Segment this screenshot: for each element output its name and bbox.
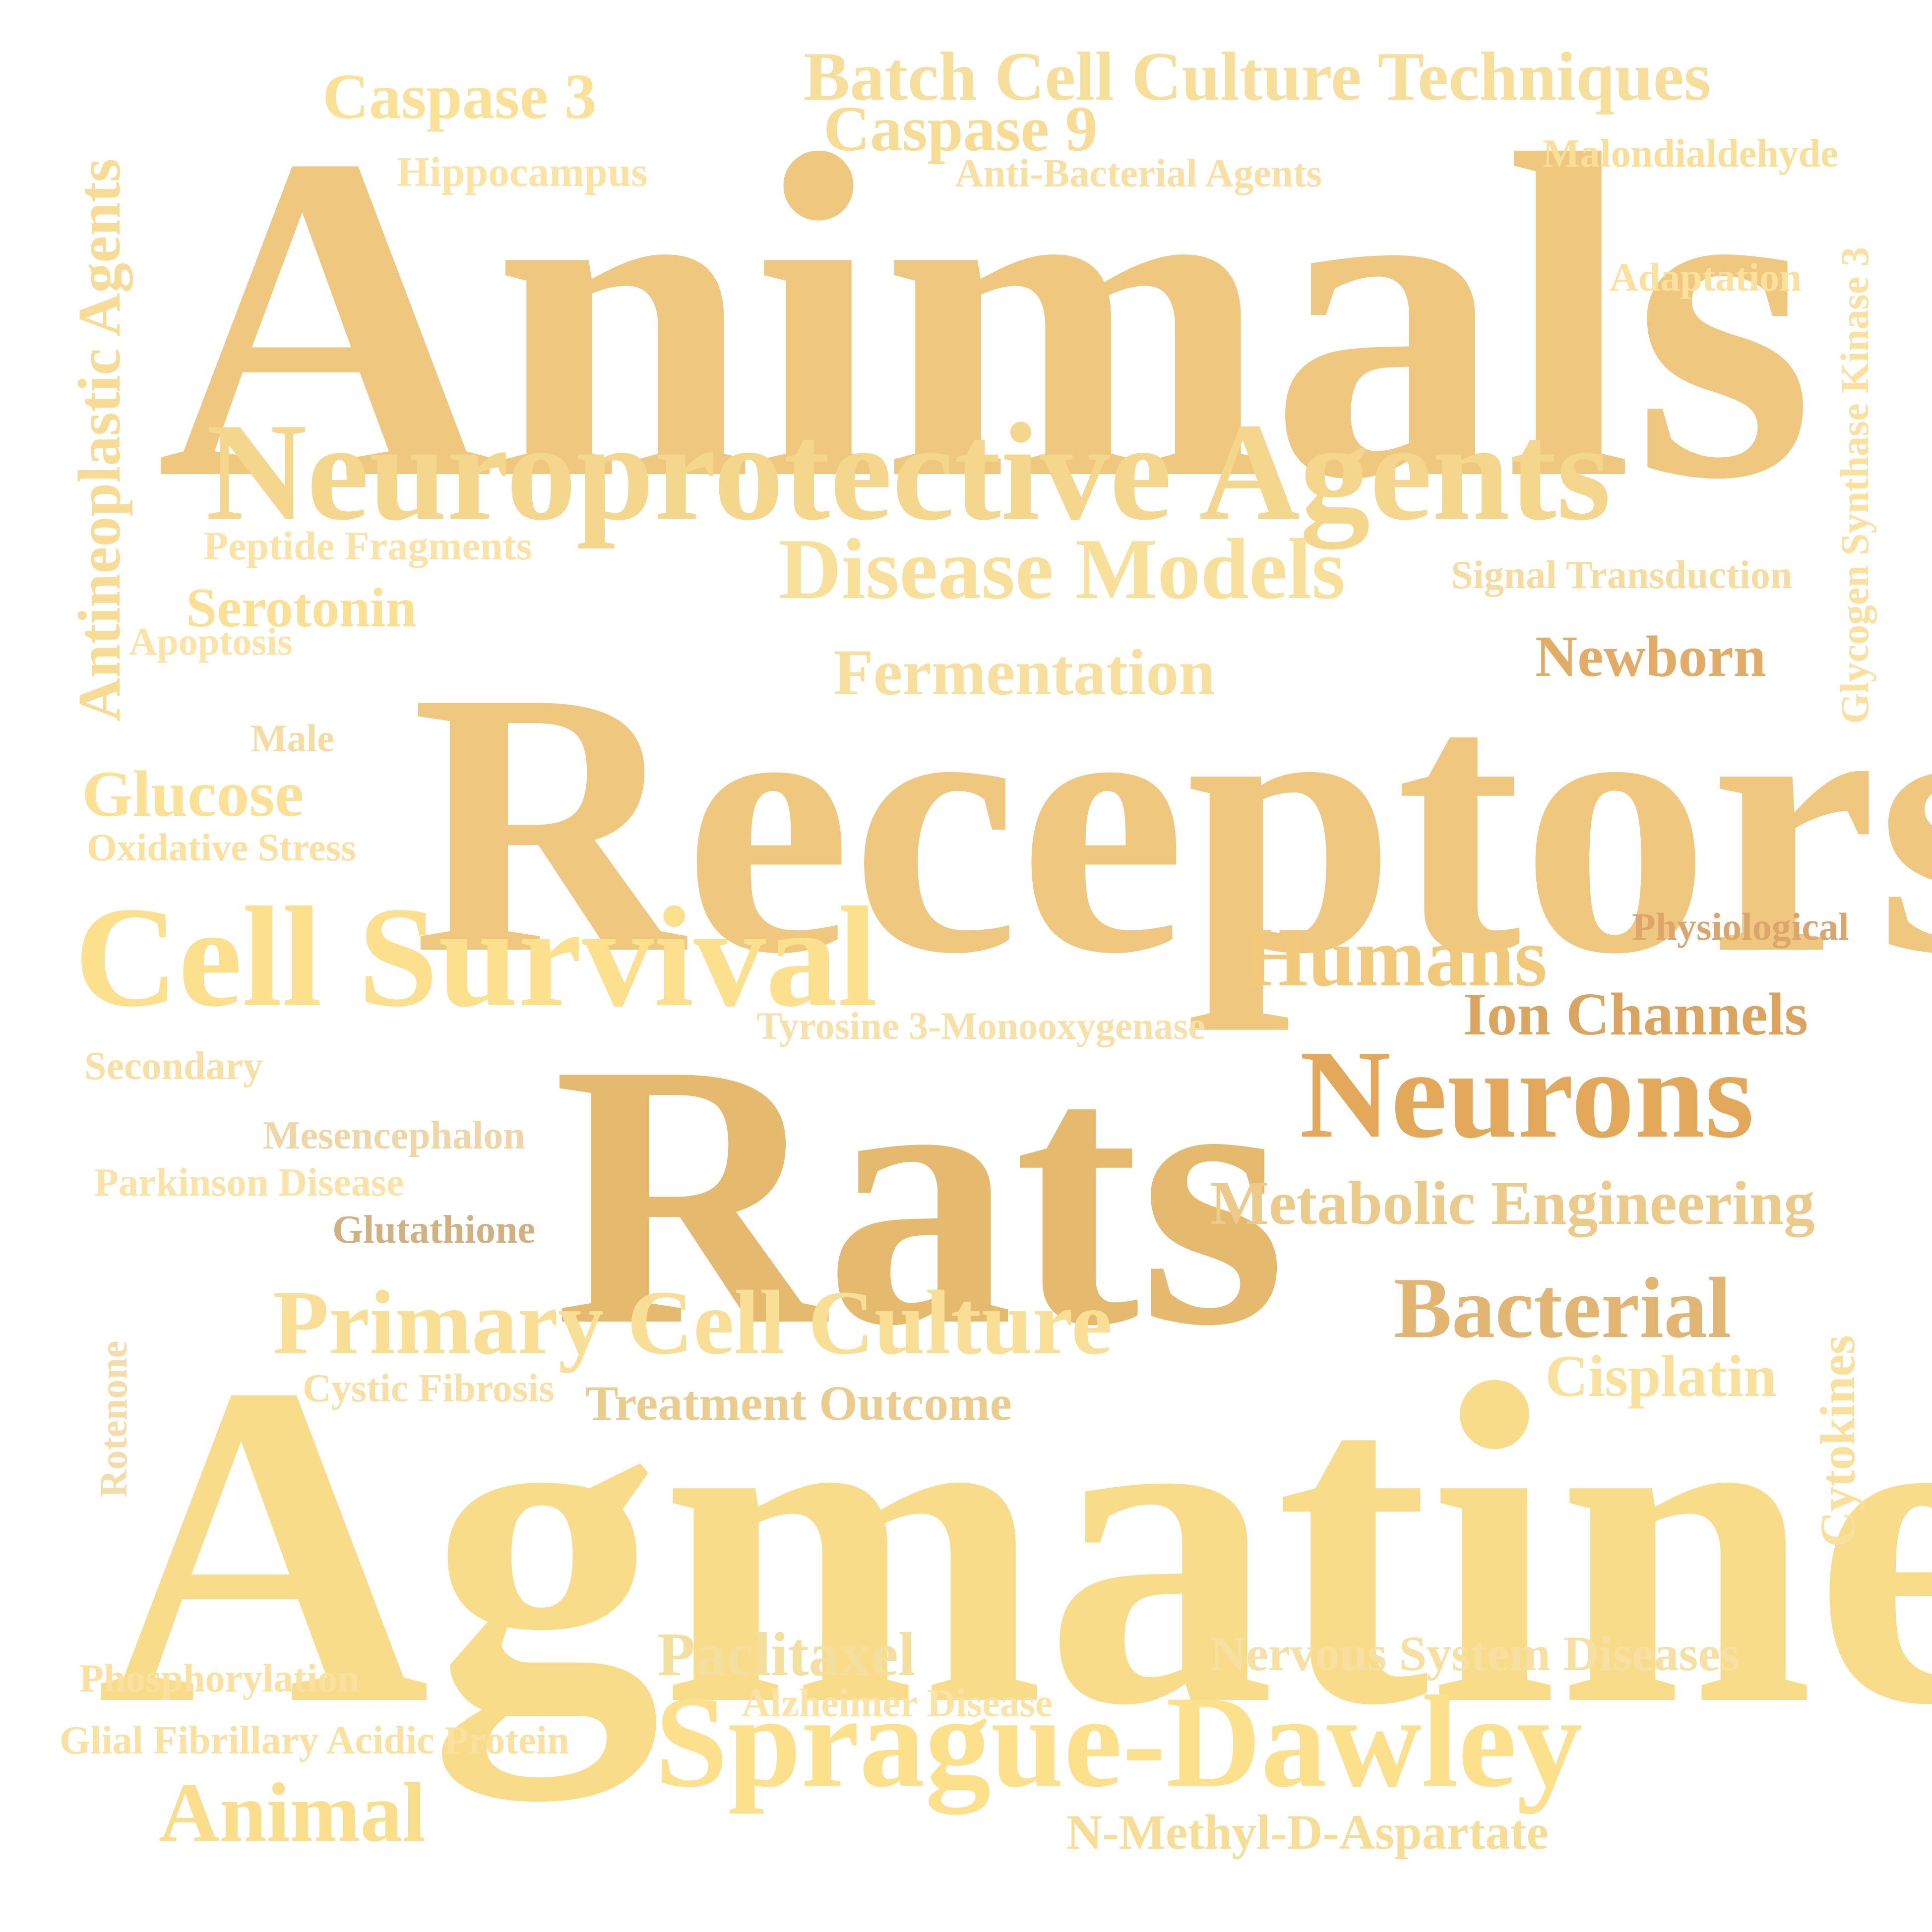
word-rotenone: Rotenone [92,1340,135,1498]
word-cytokines: Cytokines [1810,1335,1865,1547]
word-male: Male [250,717,334,760]
word-signal-transduction: Signal Transduction [1451,553,1793,597]
word-glucose: Glucose [82,757,304,830]
word-rats: Rats [553,986,1286,1403]
word-antineoplastic-agents: Antineoplastic Agents [66,158,133,722]
word-newborn: Newborn [1535,624,1766,689]
word-agmatine: Agmatine [97,1289,1932,1800]
word-adaptation: Adaptation [1610,256,1802,300]
word-secondary: Secondary [84,1044,263,1088]
word-receptors: Receptors [412,614,1932,1031]
word-neuroprotective-agents: Neuroprotective Agents [206,394,1611,549]
word-treatment-outcome: Treatment Outcome [585,1376,1012,1431]
word-glycogen-synthase-kinase-3: Glycogen Synthase Kinase 3 [1833,246,1877,724]
word-glutathione: Glutathione [332,1208,535,1252]
word-physiological: Physiological [1632,905,1849,948]
word-anti-bacterial-agents: Anti-Bacterial Agents [955,152,1322,195]
word-tyrosine-3-monooxygenase: Tyrosine 3-Monooxygenase [756,1004,1205,1047]
word-phosphorylation: Phosphorylation [79,1657,360,1700]
word-caspase-3: Caspase 3 [322,61,597,132]
word-parkinson-disease: Parkinson Disease [94,1161,404,1205]
word-disease-models: Disease Models [779,521,1346,617]
word-serotonin: Serotonin [186,577,417,639]
word-batch-cell-culture-techniques: Batch Cell Culture Techniques [804,38,1711,115]
word-peptide-fragments: Peptide Fragments [203,523,532,568]
word-n-methyl-d-aspartate: N-Methyl-D-Aspartate [1066,1805,1549,1860]
word-fermentation: Fermentation [833,636,1215,709]
word-cisplatin: Cisplatin [1545,1343,1777,1409]
word-ion-channels: Ion Channels [1463,981,1808,1048]
word-humans: Humans [1243,910,1548,1004]
word-oxidative-stress: Oxidative Stress [87,826,356,869]
word-metabolic-engineering: Metabolic Engineering [1210,1169,1815,1238]
word-mesencephalon: Mesencephalon [263,1114,525,1157]
word-apoptosis: Apoptosis [129,620,293,663]
word-cystic-fibrosis: Cystic Fibrosis [303,1367,555,1410]
word-sprague-dawley: Sprague-Dawley [655,1669,1582,1814]
word-neurons: Neurons [1300,1025,1754,1164]
word-animals: Animals [156,59,1814,575]
word-caspase-9: Caspase 9 [823,93,1098,165]
word-cell-survival: Cell Survival [74,877,878,1036]
word-nervous-system-diseases: Nervous System Diseases [1210,1626,1740,1681]
word-alzheimer-disease: Alzheimer Disease [742,1682,1053,1725]
word-malondialdehyde: Malondialdehyde [1543,132,1838,176]
word-animal: Animal [159,1766,426,1859]
word-glial-fibrillary-acidic-protein: Glial Fibrillary Acidic Protein [60,1719,569,1762]
word-hippocampus: Hippocampus [397,149,648,195]
word-primary-cell-culture: Primary Cell Culture [273,1272,1113,1374]
word-paclitaxel: Paclitaxel [657,1621,916,1689]
word-bacterial: Bacterial [1394,1260,1732,1356]
